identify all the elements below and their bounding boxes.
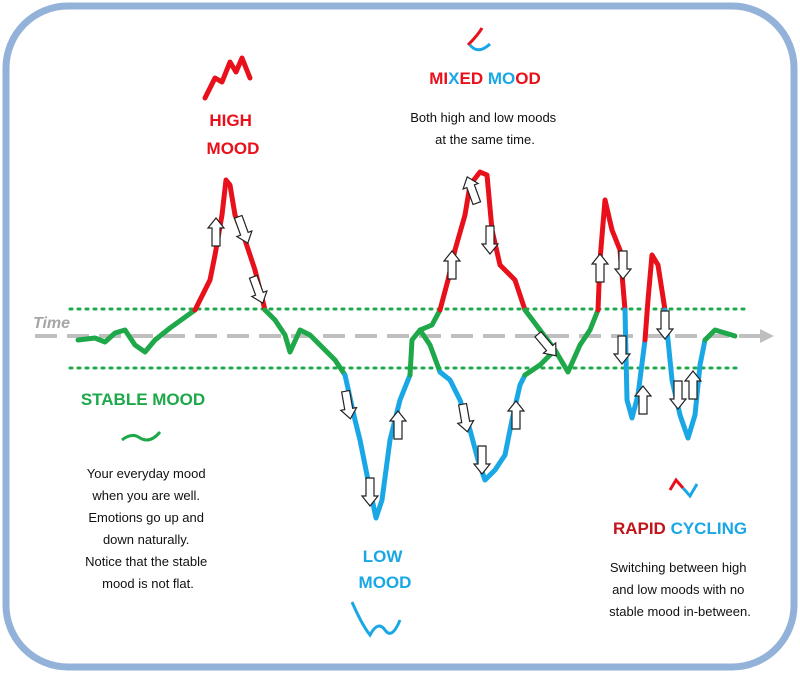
stable-icon xyxy=(121,431,162,442)
title-part: ED xyxy=(460,69,488,88)
mixed-mood-description: Both high and low moods at the same time… xyxy=(410,110,560,147)
mixed-mood-title: MIXED MOOD xyxy=(429,69,540,88)
mixed-icon-top xyxy=(466,27,484,47)
mixed-icon-bottom xyxy=(468,42,492,52)
title-part: CYCLING xyxy=(671,519,748,538)
rapid-cycling-description: Switching between high and low moods wit… xyxy=(609,560,751,619)
low-icon xyxy=(350,601,402,638)
stable-mood-title: STABLE MOOD xyxy=(81,390,205,409)
rapid-icon-red xyxy=(668,477,685,491)
time-label: Time xyxy=(33,315,70,332)
high-mood-title: HIGH MOOD xyxy=(207,111,260,158)
stable-mood-description: Your everyday mood when you are well. Em… xyxy=(85,466,211,591)
title-part: OD xyxy=(515,69,541,88)
rapid-icon-blue xyxy=(681,483,699,499)
high-icon xyxy=(202,55,253,101)
time-arrowhead xyxy=(760,329,774,343)
low-mood-title: LOW MOOD xyxy=(359,547,412,592)
title-part: MI xyxy=(429,69,448,88)
rapid-cycling-title: RAPID CYCLING xyxy=(613,519,747,538)
title-part: MO xyxy=(488,69,515,88)
title-part: X xyxy=(448,69,460,88)
title-part: RAPID xyxy=(613,519,671,538)
